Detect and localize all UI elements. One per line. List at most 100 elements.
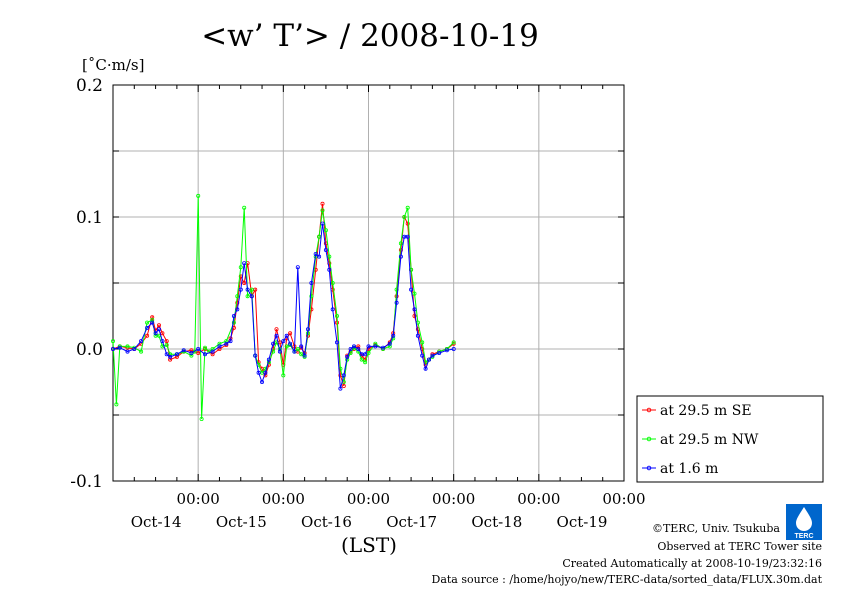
data-point xyxy=(259,379,264,384)
data-point xyxy=(451,340,456,345)
data-point xyxy=(334,313,339,318)
data-point xyxy=(150,315,155,320)
data-point xyxy=(341,383,346,388)
data-point xyxy=(341,373,346,378)
data-point xyxy=(288,331,293,336)
legend-item: at 29.5 m SE xyxy=(642,403,752,419)
data-point xyxy=(217,341,222,346)
series-layer xyxy=(111,193,456,421)
data-point xyxy=(444,348,449,353)
data-point xyxy=(323,228,328,233)
data-point xyxy=(231,320,236,325)
credit-copyright: ©TERC, Univ. Tsukuba xyxy=(652,522,780,535)
data-point xyxy=(224,341,229,346)
data-point xyxy=(366,350,371,355)
chart-title: <w’ T’> / 2008-10-19 xyxy=(201,18,539,54)
data-point xyxy=(242,280,247,285)
credit-created: Created Automatically at 2008-10-19/23:3… xyxy=(562,557,822,570)
data-point xyxy=(174,352,179,357)
data-point xyxy=(380,345,385,350)
data-point xyxy=(156,327,161,332)
grid-lines xyxy=(113,85,624,481)
data-point xyxy=(320,201,325,206)
x-tick-time: 00:00 xyxy=(517,490,560,508)
data-point xyxy=(210,352,215,357)
data-point xyxy=(323,247,328,252)
data-point xyxy=(145,320,150,325)
data-point xyxy=(405,234,410,239)
data-point xyxy=(242,205,247,210)
data-point xyxy=(145,333,150,338)
data-point xyxy=(242,261,247,266)
data-point xyxy=(334,340,339,345)
x-tick-time: 00:00 xyxy=(177,490,220,508)
data-point xyxy=(313,251,318,256)
data-point xyxy=(437,350,442,355)
data-point xyxy=(309,294,314,299)
data-point xyxy=(238,265,243,270)
credits: ©TERC, Univ. Tsukuba Observed at TERC To… xyxy=(432,522,823,586)
y-axis: 0.2 0.1 0.0 -0.1 xyxy=(70,76,624,492)
data-point xyxy=(228,339,233,344)
data-point xyxy=(156,323,161,328)
data-point xyxy=(235,307,240,312)
legend-box xyxy=(636,395,824,483)
x-axis-label: (LST) xyxy=(341,533,397,557)
data-point xyxy=(309,280,314,285)
data-point xyxy=(249,287,254,292)
data-point xyxy=(164,339,169,344)
y-tick-label: -0.1 xyxy=(70,472,103,492)
legend-swatch-marker xyxy=(646,436,652,442)
data-point xyxy=(210,346,215,351)
data-point xyxy=(302,353,307,358)
data-point xyxy=(145,325,150,330)
data-point xyxy=(150,320,155,325)
data-point xyxy=(274,327,279,332)
data-point xyxy=(217,346,222,351)
data-point xyxy=(114,402,119,407)
data-point xyxy=(164,342,169,347)
x-tick-date: Oct-16 xyxy=(301,513,352,531)
data-point xyxy=(111,339,116,344)
series-3 xyxy=(111,221,456,391)
data-point xyxy=(394,300,399,305)
data-point xyxy=(359,357,364,362)
data-point xyxy=(210,349,215,354)
data-point xyxy=(160,331,165,336)
data-point xyxy=(373,341,378,346)
data-point xyxy=(398,241,403,246)
data-point xyxy=(224,339,229,344)
data-point xyxy=(363,360,368,365)
x-tick-date: Oct-17 xyxy=(386,513,437,531)
data-point xyxy=(238,287,243,292)
data-point xyxy=(281,339,286,344)
data-point xyxy=(117,345,122,350)
y-tick-label: 0.1 xyxy=(76,208,103,228)
x-tick-time: 00:00 xyxy=(432,490,475,508)
x-tick-time: 00:00 xyxy=(602,490,645,508)
data-point xyxy=(412,313,417,318)
data-point xyxy=(351,344,356,349)
data-point xyxy=(202,345,207,350)
data-point xyxy=(199,416,204,421)
data-point xyxy=(277,349,282,354)
data-point xyxy=(125,349,130,354)
x-tick-date: Oct-15 xyxy=(216,513,267,531)
data-point xyxy=(299,344,304,349)
y-axis-unit: [˚C·m/s] xyxy=(82,56,144,74)
data-point xyxy=(295,265,300,270)
data-point xyxy=(245,287,250,292)
x-tick-time: 00:00 xyxy=(347,490,390,508)
data-point xyxy=(398,254,403,259)
credit-source: Data source : /home/hojyo/new/TERC-data/… xyxy=(432,573,823,586)
data-point xyxy=(345,354,350,359)
data-point xyxy=(387,341,392,346)
data-point xyxy=(292,349,297,354)
legend-label: at 1.6 m xyxy=(660,461,718,477)
data-point xyxy=(189,353,194,358)
data-point xyxy=(327,267,332,272)
data-point xyxy=(125,344,130,349)
data-point xyxy=(235,294,240,299)
data-point xyxy=(217,344,222,349)
